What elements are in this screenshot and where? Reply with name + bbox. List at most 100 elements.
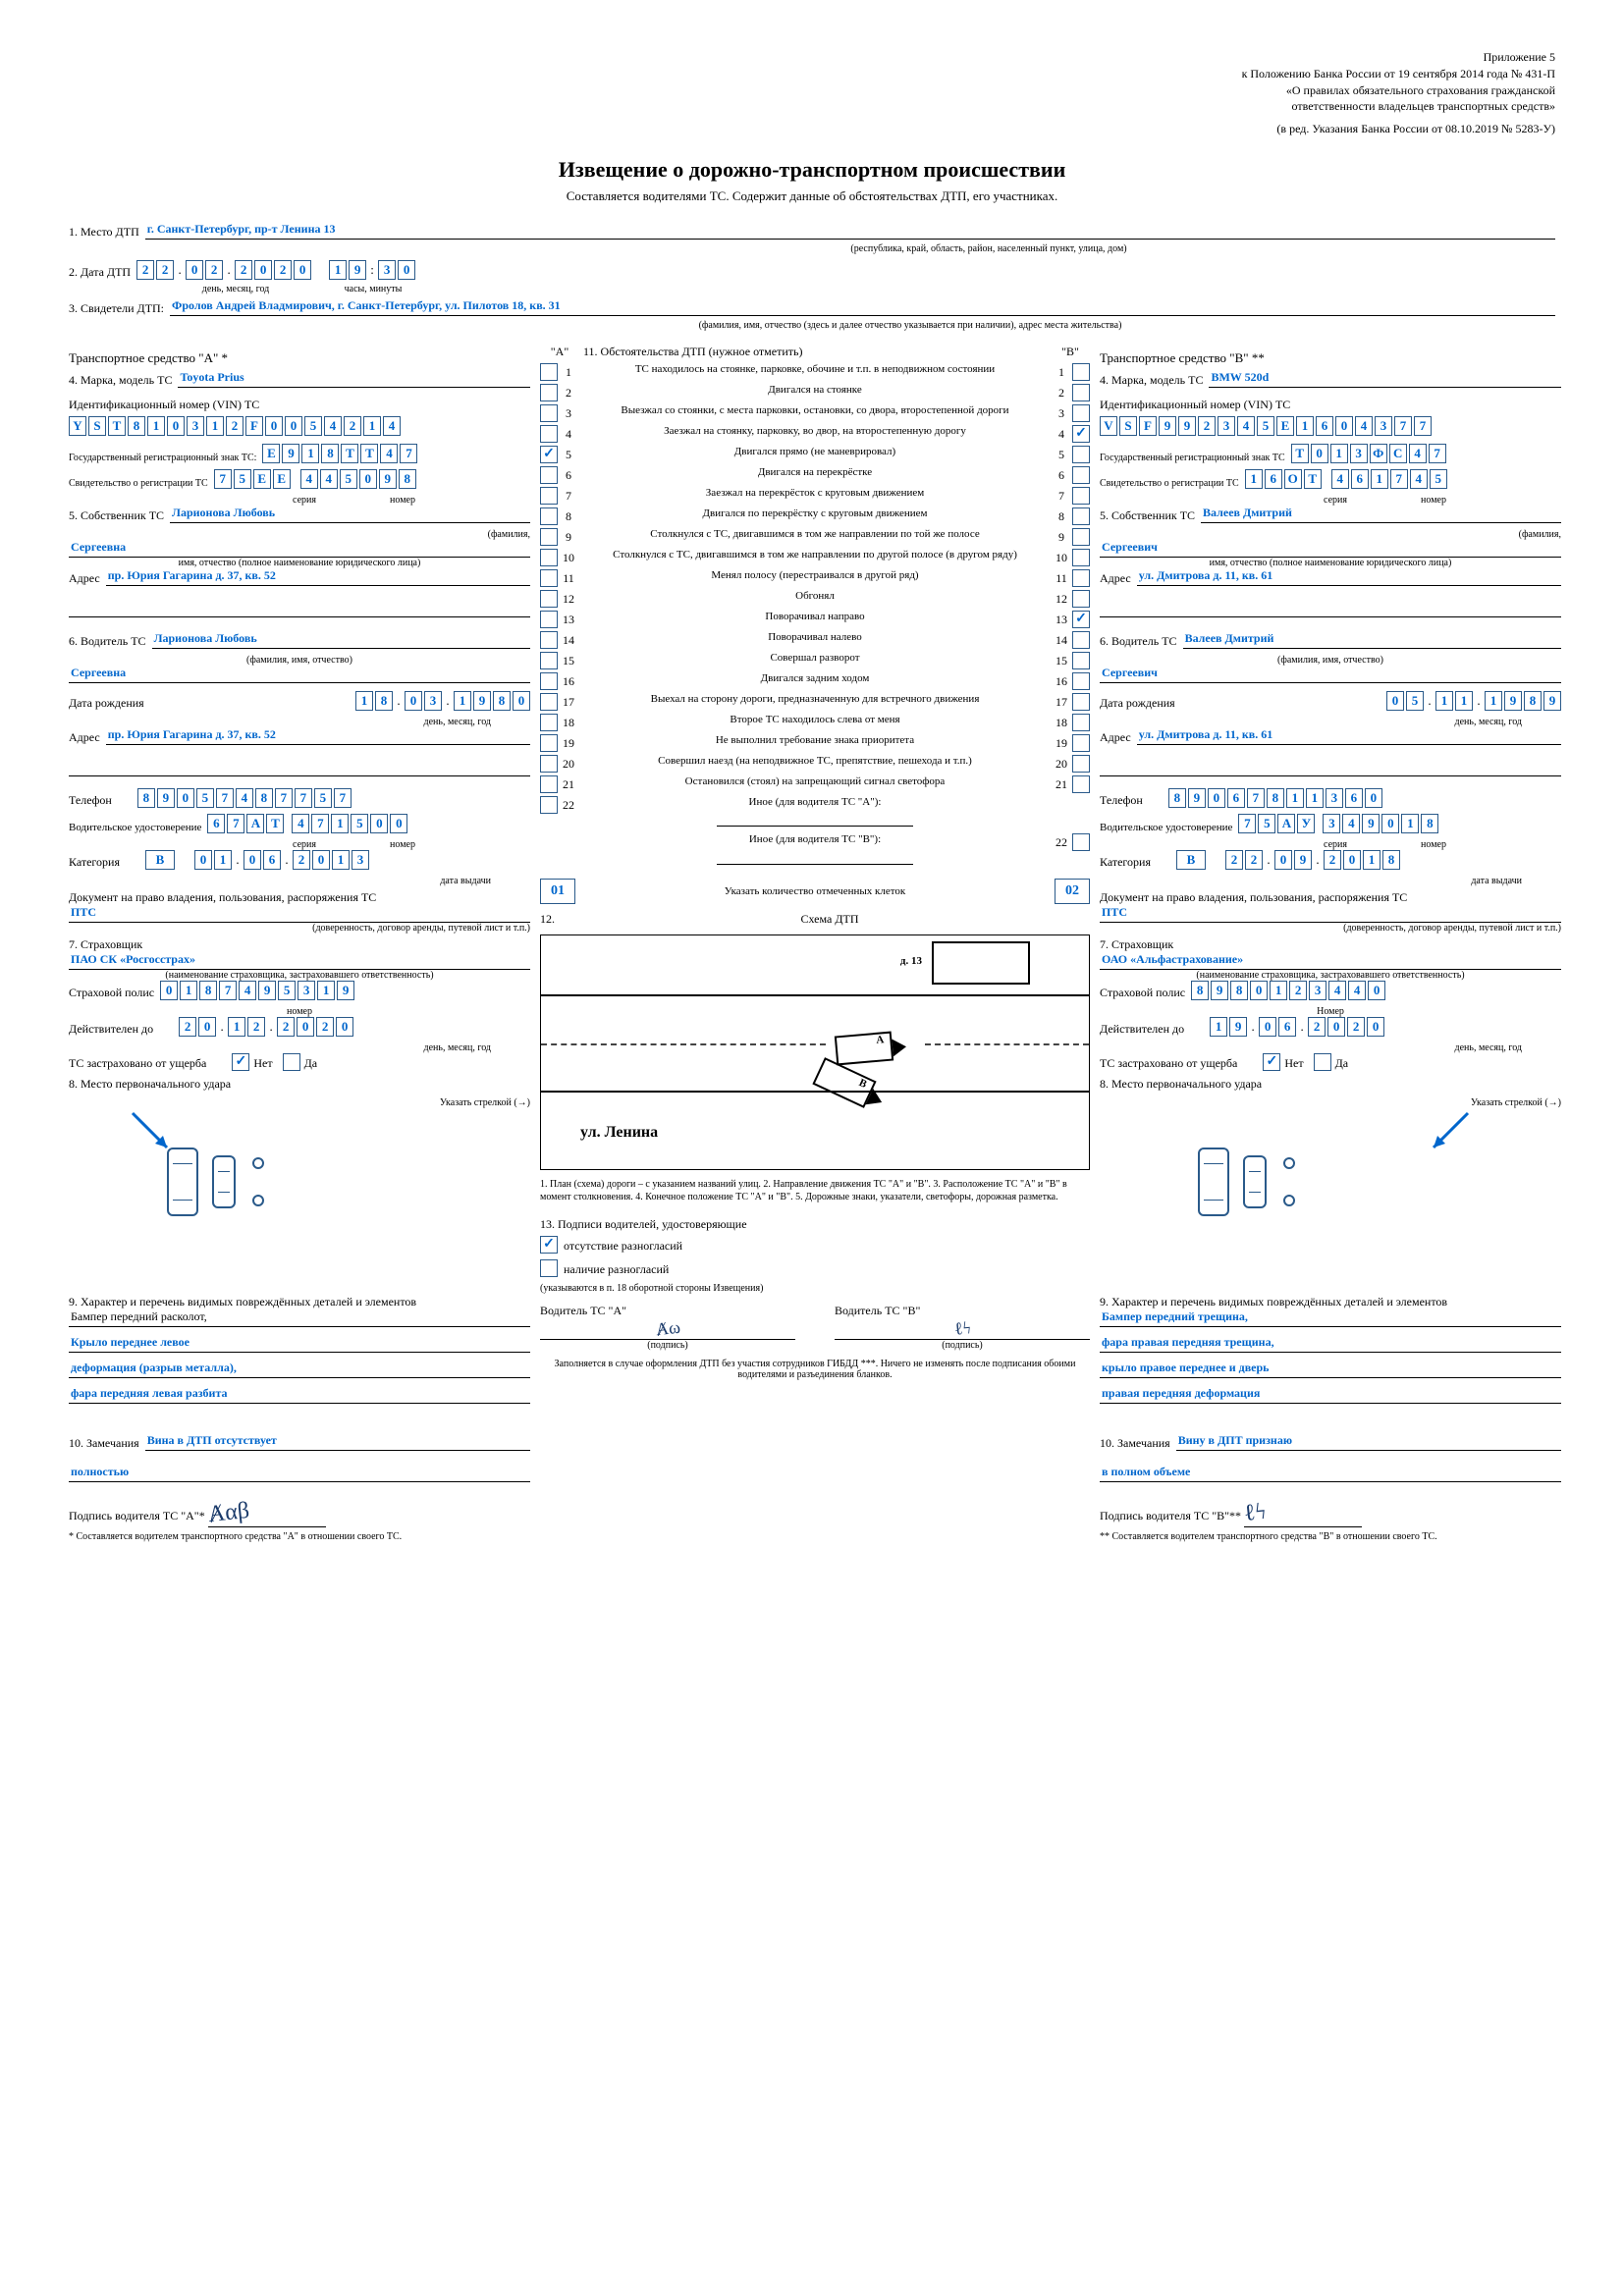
vb-damage-yes-check[interactable]: ✓	[1263, 1053, 1280, 1071]
vb-f4-value[interactable]: BMW 520d	[1209, 370, 1561, 388]
va-f6-v1[interactable]: Ларионова Любовь	[152, 631, 530, 649]
circ-check-a-12[interactable]	[540, 590, 558, 608]
va-doc-value[interactable]: ПТС	[69, 905, 530, 923]
circ-check-a-21[interactable]	[540, 775, 558, 793]
vb-lic-s[interactable]: 75АУ	[1238, 814, 1315, 833]
field3-value[interactable]: Фролов Андрей Владмирович, г. Санкт-Пете…	[170, 298, 1555, 316]
va-cert-s[interactable]: 75ЕЕ	[214, 469, 291, 489]
mid-sigA-line[interactable]: Ⱥω	[540, 1318, 795, 1340]
vb-cert-n[interactable]: 461745	[1331, 469, 1447, 489]
vb-dob[interactable]: 05.11.1989	[1386, 691, 1561, 711]
va-dob[interactable]: 18.03.1980	[355, 691, 530, 711]
va-reg[interactable]: Е918ТТ47	[262, 444, 417, 463]
va-cat-value[interactable]: B	[145, 850, 175, 870]
vb-f10-l2[interactable]: в полном объеме	[1100, 1465, 1561, 1482]
vb-f7-value[interactable]: ОАО «Альфастрахование»	[1100, 952, 1561, 970]
circ-otherA-check[interactable]	[540, 796, 558, 814]
vb-f6-v2[interactable]: Сергеевич	[1100, 666, 1561, 683]
circ-check-a-20[interactable]	[540, 755, 558, 773]
circ-otherB-line[interactable]	[717, 847, 913, 865]
vb-phone[interactable]: 89067811360	[1168, 788, 1382, 808]
circ-check-a-4[interactable]	[540, 425, 558, 443]
va-f9-l2[interactable]: Крыло переднее левое	[69, 1335, 530, 1353]
circ-check-a-17[interactable]	[540, 693, 558, 711]
circ-check-b-17[interactable]	[1072, 693, 1090, 711]
circ-check-b-10[interactable]	[1072, 549, 1090, 566]
vb-f6-v1[interactable]: Валеев Дмитрий	[1183, 631, 1561, 649]
vb-f9-l1[interactable]: Бампер передний трещина,	[1100, 1309, 1561, 1327]
va-addr2-line2[interactable]	[69, 759, 530, 776]
circ-check-a-13[interactable]	[540, 611, 558, 628]
va-f5-v1[interactable]: Ларионова Любовь	[170, 506, 530, 523]
circ-check-b-21[interactable]	[1072, 775, 1090, 793]
circ-check-b-19[interactable]	[1072, 734, 1090, 752]
circ-check-a-1[interactable]	[540, 363, 558, 381]
vb-f9-l2[interactable]: фара правая передняя трещина,	[1100, 1335, 1561, 1353]
va-damage-yes-check[interactable]: ✓	[232, 1053, 249, 1071]
circ-check-b-5[interactable]	[1072, 446, 1090, 463]
circ-check-b-18[interactable]	[1072, 714, 1090, 731]
circ-check-a-14[interactable]	[540, 631, 558, 649]
circ-check-b-20[interactable]	[1072, 755, 1090, 773]
va-damage-no-check[interactable]	[283, 1053, 300, 1071]
va-phone[interactable]: 89057487757	[137, 788, 352, 808]
va-f6-v2[interactable]: Сергеевна	[69, 666, 530, 683]
circ-check-a-19[interactable]	[540, 734, 558, 752]
vb-addr-line2[interactable]	[1100, 600, 1561, 617]
va-f9-l1[interactable]: Бампер передний расколот,	[69, 1309, 530, 1327]
f13-opt2-check[interactable]	[540, 1259, 558, 1277]
field1-value[interactable]: г. Санкт-Петербург, пр-т Ленина 13	[145, 222, 1555, 240]
vb-addr-value[interactable]: ул. Дмитрова д. 11, кв. 61	[1137, 568, 1561, 586]
circ-check-a-9[interactable]	[540, 528, 558, 546]
circ-check-a-7[interactable]	[540, 487, 558, 505]
va-vin[interactable]: YST810312F0054214	[69, 416, 401, 436]
va-policy[interactable]: 0187495319	[160, 981, 354, 1000]
f13-opt1-check[interactable]: ✓	[540, 1236, 558, 1254]
circ-check-a-18[interactable]	[540, 714, 558, 731]
field2-date-boxes[interactable]: 22.02.2020	[136, 260, 311, 280]
circ-check-b-15[interactable]	[1072, 652, 1090, 669]
circ-check-a-3[interactable]	[540, 404, 558, 422]
field2-time-boxes[interactable]: 19:30	[329, 260, 415, 280]
va-lic-n[interactable]: 471500	[292, 814, 407, 833]
va-addr-value[interactable]: пр. Юрия Гагарина д. 37, кв. 52	[106, 568, 530, 586]
va-f10-l2[interactable]: полностью	[69, 1465, 530, 1482]
va-addr2-value[interactable]: пр. Юрия Гагарина д. 37, кв. 52	[106, 727, 530, 745]
circ-count-b[interactable]: 02	[1055, 879, 1090, 904]
circ-otherB-check[interactable]	[1072, 833, 1090, 851]
circ-check-b-14[interactable]	[1072, 631, 1090, 649]
vb-doc-value[interactable]: ПТС	[1100, 905, 1561, 923]
vb-f10-l1[interactable]: Вину в ДПТ признаю	[1176, 1433, 1561, 1451]
va-addr-line2[interactable]	[69, 600, 530, 617]
circ-check-b-6[interactable]	[1072, 466, 1090, 484]
vb-vin[interactable]: VSF992345E1604377	[1100, 416, 1432, 436]
va-f7-value[interactable]: ПАО СК «Росгосстрах»	[69, 952, 530, 970]
circ-check-b-8[interactable]	[1072, 507, 1090, 525]
circ-otherA-line[interactable]	[717, 809, 913, 827]
vb-cat-date[interactable]: 22.09.2018	[1225, 850, 1400, 870]
vb-cat-value[interactable]: B	[1176, 850, 1206, 870]
circ-check-b-1[interactable]	[1072, 363, 1090, 381]
va-cat-date[interactable]: 01.06.2013	[194, 850, 369, 870]
va-sig-line[interactable]: Ⱥαβ	[208, 1500, 326, 1527]
vb-valid[interactable]: 19.06.2020	[1210, 1017, 1384, 1037]
va-f9-l3[interactable]: деформация (разрыв металла),	[69, 1361, 530, 1378]
circ-check-a-16[interactable]	[540, 672, 558, 690]
circ-check-a-2[interactable]	[540, 384, 558, 401]
va-f9-l4[interactable]: фара передняя левая разбита	[69, 1386, 530, 1404]
vb-reg[interactable]: Т013ФС47	[1291, 444, 1446, 463]
vb-addr2-value[interactable]: ул. Дмитрова д. 11, кв. 61	[1137, 727, 1561, 745]
circ-check-b-12[interactable]	[1072, 590, 1090, 608]
vb-sig-line[interactable]: ℓϟ	[1244, 1500, 1362, 1527]
vb-f5-v1[interactable]: Валеев Дмитрий	[1201, 506, 1561, 523]
circ-check-b-13[interactable]: ✓	[1072, 611, 1090, 628]
va-lic-s[interactable]: 67АТ	[207, 814, 284, 833]
circ-check-b-16[interactable]	[1072, 672, 1090, 690]
circ-check-a-6[interactable]	[540, 466, 558, 484]
circ-check-b-9[interactable]	[1072, 528, 1090, 546]
vb-cert-s[interactable]: 16ОТ	[1245, 469, 1322, 489]
va-f4-value[interactable]: Toyota Prius	[178, 370, 530, 388]
vb-lic-n[interactable]: 349018	[1323, 814, 1438, 833]
vb-policy[interactable]: 8980123440	[1191, 981, 1385, 1000]
circ-check-b-3[interactable]	[1072, 404, 1090, 422]
